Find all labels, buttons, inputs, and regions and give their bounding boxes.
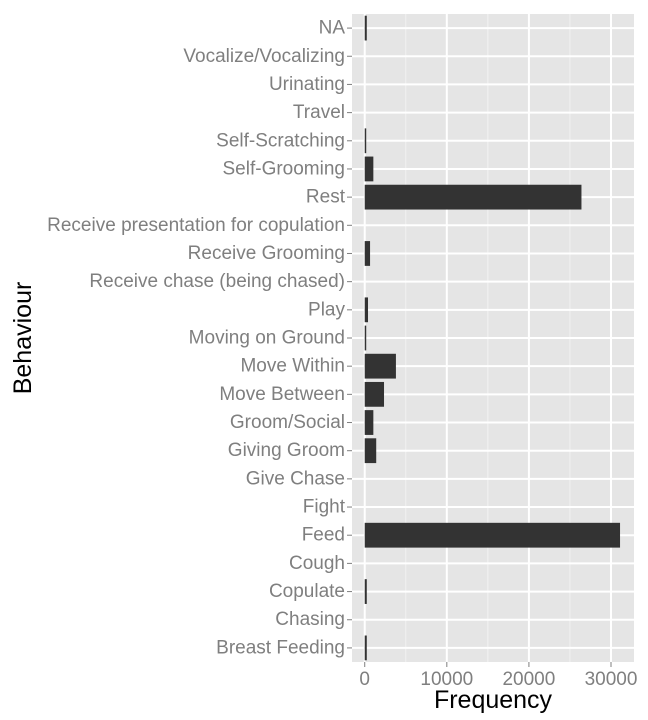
bar [364,297,369,323]
bar [364,438,377,464]
y-tick-label: Cough [289,553,345,574]
y-tick-label: Moving on Ground [189,328,345,349]
y-tick-label: Rest [306,187,346,208]
y-tick-label: Self-Grooming [223,158,346,179]
y-tick-label: Vocalize/Vocalizing [183,46,345,67]
bar [364,579,367,604]
y-tick-label: Breast Feeding [216,637,345,658]
y-tick-label: Feed [302,525,345,546]
y-axis-title: Behaviour [9,282,37,395]
y-tick-labels: Breast Feeding Chasing Copulate Cough Feed Fi… [47,18,352,658]
y-tick-label: Receive Grooming [188,243,345,264]
y-tick-label: Chasing [275,609,345,630]
bar [364,156,374,182]
y-tick-label: Receive chase (being chased) [89,271,345,292]
x-tick-label: 10000 [420,669,473,690]
y-tick-label: Groom/Social [230,412,345,433]
y-tick-label: Receive presentation for copulation [47,215,345,236]
y-tick-label: Urinating [269,74,345,95]
bar [364,410,374,435]
x-tick-label: 30000 [585,669,638,690]
bar [364,522,621,548]
bars [364,15,621,661]
x-axis-title: Frequency [434,686,553,714]
x-tick-labels: 0 10000 20000 30000 [359,662,637,690]
y-tick-label: Move Between [219,384,345,405]
y-tick-label: Give Chase [246,468,345,489]
bar [364,635,367,661]
y-tick-label: Move Within [240,356,345,377]
y-tick-label: NA [319,18,346,39]
bar [364,353,396,379]
bar [364,184,582,210]
y-tick-label: Fight [303,497,346,518]
bar [364,325,367,351]
bar [364,15,367,41]
y-tick-label: Copulate [269,581,345,602]
y-tick-label: Giving Groom [228,440,345,461]
bar [364,128,367,154]
x-tick-label: 0 [359,669,370,690]
bar [364,241,371,266]
x-tick-label: 20000 [502,669,555,690]
y-tick-label: Self-Scratching [216,130,345,151]
grid-lines [352,14,634,662]
y-tick-label: Play [308,299,345,320]
y-tick-label: Travel [293,102,345,123]
bar [364,381,385,407]
